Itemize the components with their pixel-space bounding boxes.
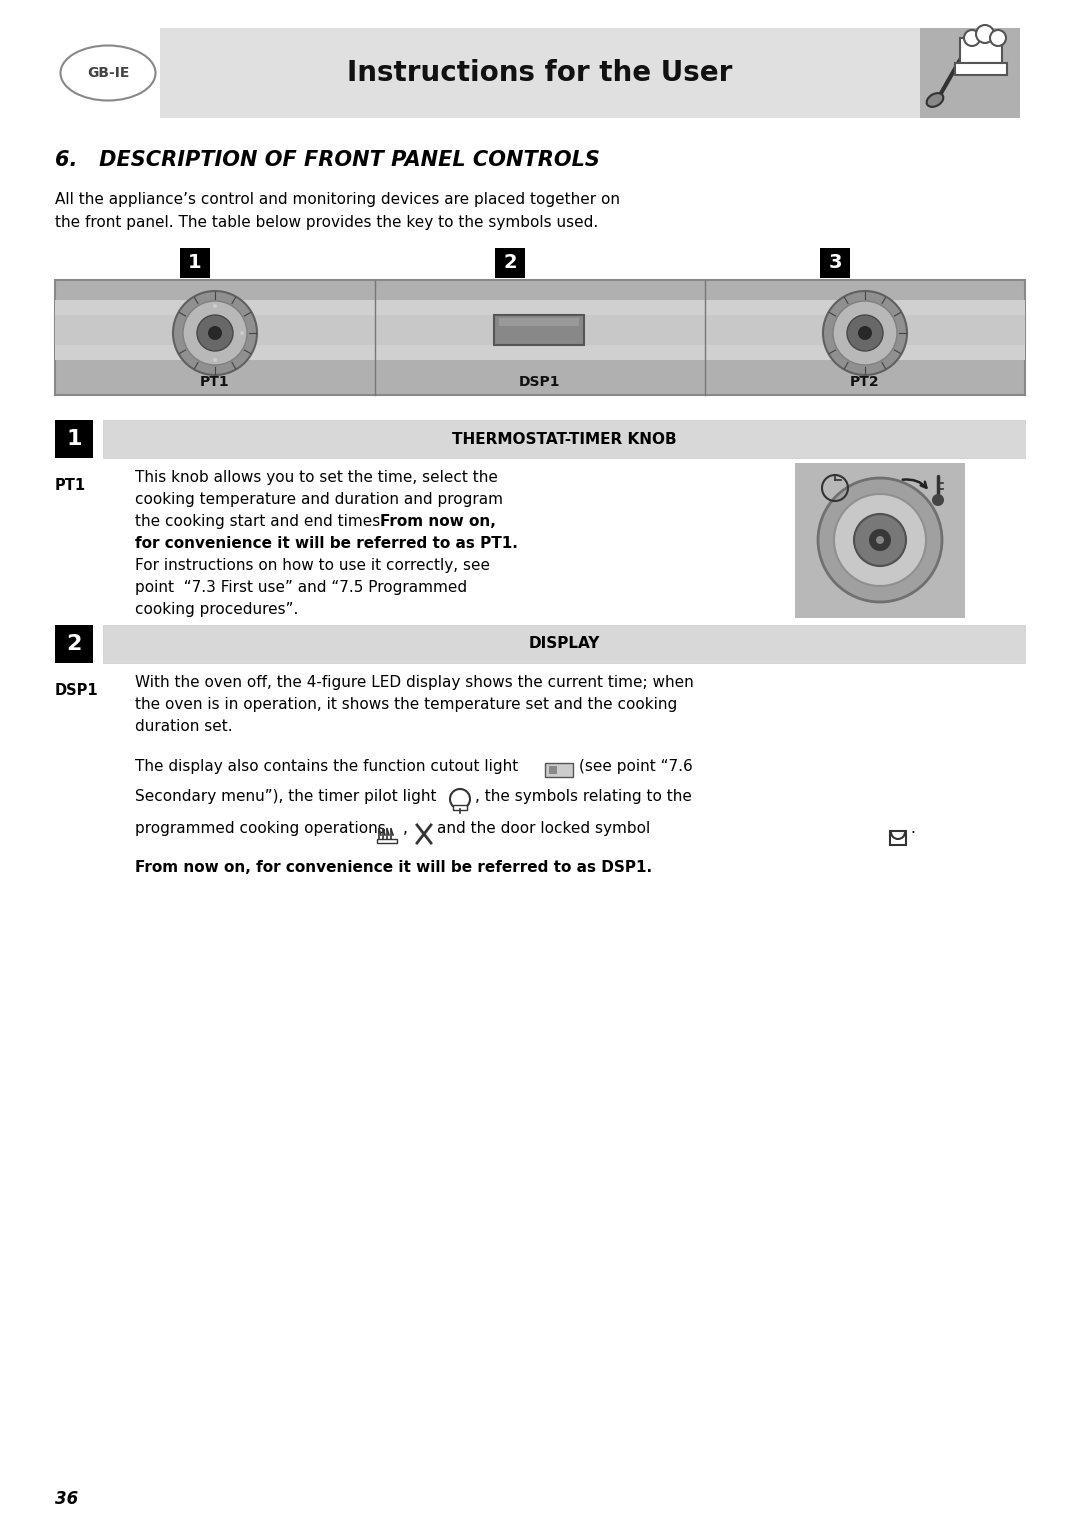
Text: DSP1: DSP1 — [518, 375, 559, 388]
Bar — [180, 248, 210, 278]
Text: .: . — [910, 821, 915, 836]
Circle shape — [834, 494, 926, 586]
Circle shape — [976, 24, 994, 43]
Circle shape — [990, 31, 1005, 46]
Bar — [499, 318, 579, 326]
Text: PT1: PT1 — [200, 375, 230, 388]
Bar — [55, 625, 93, 664]
Bar — [55, 315, 1025, 346]
Circle shape — [173, 291, 257, 375]
Text: 1: 1 — [188, 254, 202, 272]
Text: Instructions for the User: Instructions for the User — [348, 60, 732, 87]
Circle shape — [833, 301, 897, 365]
Text: PT1: PT1 — [55, 479, 86, 492]
Bar — [545, 763, 573, 777]
Ellipse shape — [927, 93, 943, 107]
Text: the cooking start and end times.: the cooking start and end times. — [135, 514, 390, 529]
Text: All the appliance’s control and monitoring devices are placed together on: All the appliance’s control and monitori… — [55, 193, 620, 206]
Circle shape — [197, 315, 233, 352]
Bar — [890, 830, 906, 846]
Bar — [377, 839, 397, 842]
Text: With the oven off, the 4-figure LED display shows the current time; when: With the oven off, the 4-figure LED disp… — [135, 674, 693, 690]
Text: 1: 1 — [66, 430, 82, 450]
Text: cooking temperature and duration and program: cooking temperature and duration and pro… — [135, 492, 503, 508]
Bar — [160, 28, 920, 118]
Text: 6.   DESCRIPTION OF FRONT PANEL CONTROLS: 6. DESCRIPTION OF FRONT PANEL CONTROLS — [55, 150, 599, 170]
Text: duration set.: duration set. — [135, 719, 232, 734]
Bar — [55, 420, 93, 459]
Bar — [960, 38, 1002, 63]
Text: 3: 3 — [828, 254, 841, 272]
Text: (see point “7.6: (see point “7.6 — [579, 758, 692, 774]
Text: From now on,: From now on, — [380, 514, 496, 529]
Circle shape — [213, 304, 217, 307]
Text: GB-IE: GB-IE — [86, 66, 130, 80]
Text: From now on, for convenience it will be referred to as DSP1.: From now on, for convenience it will be … — [135, 859, 652, 875]
Text: the oven is in operation, it shows the temperature set and the cooking: the oven is in operation, it shows the t… — [135, 697, 677, 713]
Circle shape — [858, 326, 872, 339]
Bar — [820, 248, 850, 278]
Circle shape — [823, 291, 907, 375]
Text: 2: 2 — [503, 254, 517, 272]
Circle shape — [183, 301, 247, 365]
Bar — [55, 300, 1025, 359]
Text: This knob allows you to set the time, select the: This knob allows you to set the time, se… — [135, 469, 498, 485]
Circle shape — [208, 326, 222, 339]
Bar — [955, 63, 1007, 75]
Text: for convenience it will be referred to as PT1.: for convenience it will be referred to a… — [135, 537, 518, 550]
Text: The display also contains the function cutout light: The display also contains the function c… — [135, 758, 518, 774]
Text: 36: 36 — [55, 1489, 78, 1508]
Circle shape — [869, 529, 891, 550]
Circle shape — [240, 330, 244, 335]
Ellipse shape — [60, 46, 156, 101]
Text: cooking procedures”.: cooking procedures”. — [135, 602, 298, 618]
Text: programmed cooking operations: programmed cooking operations — [135, 821, 386, 836]
Bar — [494, 315, 584, 346]
Text: ,: , — [403, 821, 408, 836]
Circle shape — [213, 358, 217, 362]
Text: and the door locked symbol: and the door locked symbol — [437, 821, 650, 836]
Bar — [103, 420, 1025, 459]
Text: Secondary menu”), the timer pilot light: Secondary menu”), the timer pilot light — [135, 789, 436, 804]
Text: , the symbols relating to the: , the symbols relating to the — [475, 789, 692, 804]
Bar — [495, 248, 525, 278]
Bar — [549, 766, 557, 774]
Bar — [453, 804, 467, 810]
Bar — [795, 463, 966, 618]
Text: 2: 2 — [66, 635, 82, 654]
Text: For instructions on how to use it correctly, see: For instructions on how to use it correc… — [135, 558, 490, 573]
Circle shape — [818, 479, 942, 602]
Bar — [55, 280, 1025, 394]
Bar — [920, 28, 1020, 118]
Text: DISPLAY: DISPLAY — [528, 636, 599, 651]
Text: PT2: PT2 — [850, 375, 880, 388]
Circle shape — [847, 315, 883, 352]
Text: DSP1: DSP1 — [55, 683, 98, 699]
Text: THERMOSTAT-TIMER KNOB: THERMOSTAT-TIMER KNOB — [451, 431, 676, 446]
Circle shape — [932, 494, 944, 506]
Text: the front panel. The table below provides the key to the symbols used.: the front panel. The table below provide… — [55, 216, 598, 229]
Text: point  “7.3 First use” and “7.5 Programmed: point “7.3 First use” and “7.5 Programme… — [135, 579, 468, 595]
Circle shape — [876, 537, 885, 544]
Circle shape — [854, 514, 906, 566]
Bar — [103, 625, 1025, 664]
Circle shape — [964, 31, 980, 46]
